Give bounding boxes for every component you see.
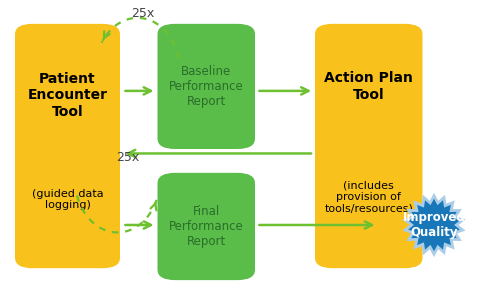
- Polygon shape: [405, 196, 463, 254]
- Text: Patient
Encounter
Tool: Patient Encounter Tool: [28, 72, 108, 119]
- Text: 25x: 25x: [116, 151, 139, 164]
- FancyBboxPatch shape: [315, 24, 422, 268]
- Text: Baseline
Performance
Report: Baseline Performance Report: [169, 65, 244, 108]
- Text: Action Plan
Tool: Action Plan Tool: [324, 71, 413, 102]
- FancyBboxPatch shape: [158, 24, 255, 149]
- FancyBboxPatch shape: [15, 24, 120, 268]
- Text: (includes
provision of
tools/resources): (includes provision of tools/resources): [324, 180, 413, 213]
- FancyBboxPatch shape: [158, 173, 255, 280]
- Text: Improved
Quality: Improved Quality: [402, 211, 466, 239]
- Text: 25x: 25x: [131, 7, 154, 20]
- Text: Final
Performance
Report: Final Performance Report: [169, 205, 244, 248]
- Text: (guided data
logging): (guided data logging): [32, 189, 104, 210]
